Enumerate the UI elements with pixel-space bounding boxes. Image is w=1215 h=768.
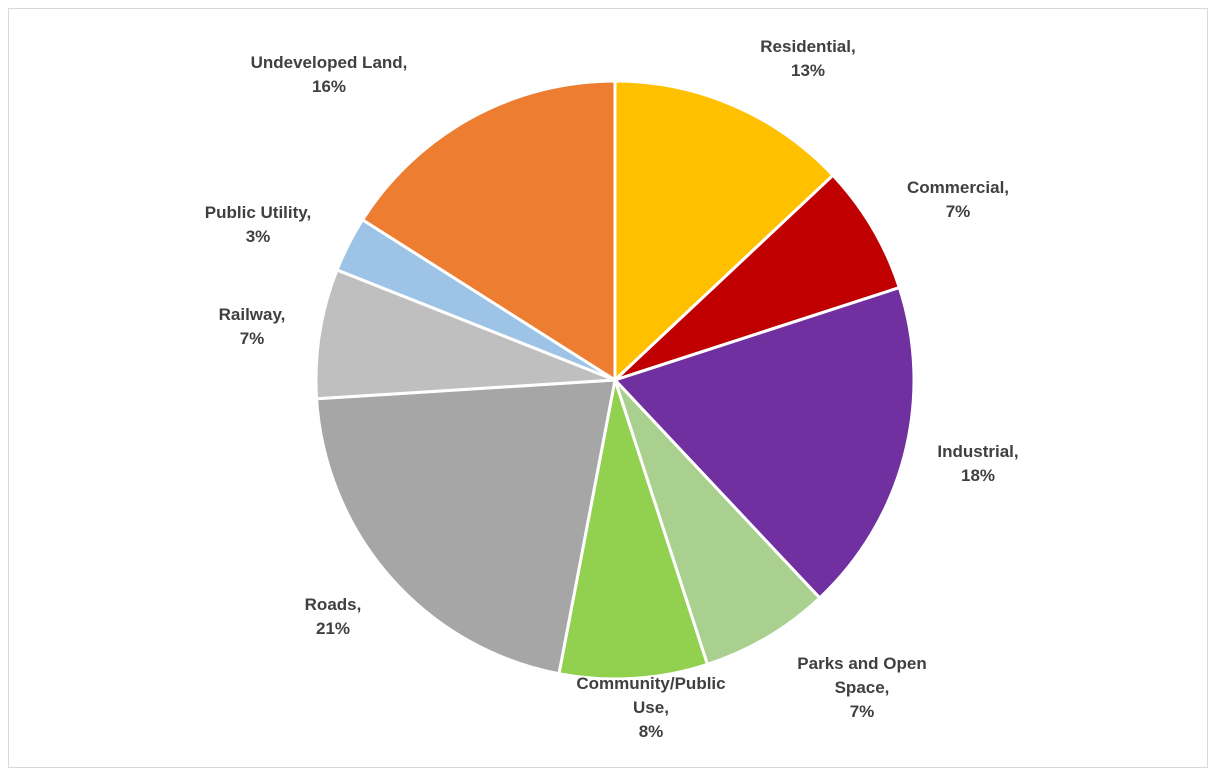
pie-slice-commercial [613,173,901,382]
pie-label-parks-and-open-space: Parks and Open Space, 7% [797,654,926,721]
pie-slice-undeveloped-land [361,79,617,382]
pie-label-category: Residential, [760,37,855,56]
pie-slice-residential [613,79,835,382]
pie-label-value: 21% [316,619,350,638]
pie-slice-railway [314,268,617,401]
pie-label-category: Roads, [305,595,362,614]
pie-label-category: Use, [633,698,669,717]
pie-label-public-utility: Public Utility, 3% [205,203,311,246]
pie-label-category: Space, [835,678,890,697]
pie-label-commercial: Commercial, 7% [907,178,1009,221]
pie-label-residential: Residential, 13% [760,37,855,80]
pie-label-value: 13% [791,61,825,80]
pie-slice-roads [315,378,617,676]
pie-label-railway: Railway, 7% [219,305,286,348]
pie-label-value: 7% [946,202,971,221]
pie-label-community-public-use: Community/Public Use, 8% [576,674,725,741]
pie-label-category: Public Utility, [205,203,311,222]
pie-label-category: Undeveloped Land, [251,53,408,72]
pie-label-category: Community/Public [576,674,725,693]
pie-label-undeveloped-land: Undeveloped Land, 16% [251,53,408,96]
pie-label-roads: Roads, 21% [305,595,362,638]
pie-label-category: Commercial, [907,178,1009,197]
pie-slice-parks-and-open-space [613,378,822,666]
pie-label-value: 18% [961,466,995,485]
pie-slice-industrial [613,286,916,600]
pie-label-value: 16% [312,77,346,96]
pie-slice-community-public-use [557,378,709,681]
pie-labels: Residential, 13% Commercial, 7% Industrial, 1… [205,37,1019,741]
pie-label-value: 8% [639,722,664,741]
pie-label-value: 7% [850,702,875,721]
pie-label-industrial: Industrial, 18% [937,442,1018,485]
pie-label-value: 7% [240,329,265,348]
pie-label-category: Railway, [219,305,286,324]
pie-label-value: 3% [246,227,271,246]
pie-slices [314,79,916,681]
pie-label-category: Parks and Open [797,654,926,673]
pie-label-category: Industrial, [937,442,1018,461]
